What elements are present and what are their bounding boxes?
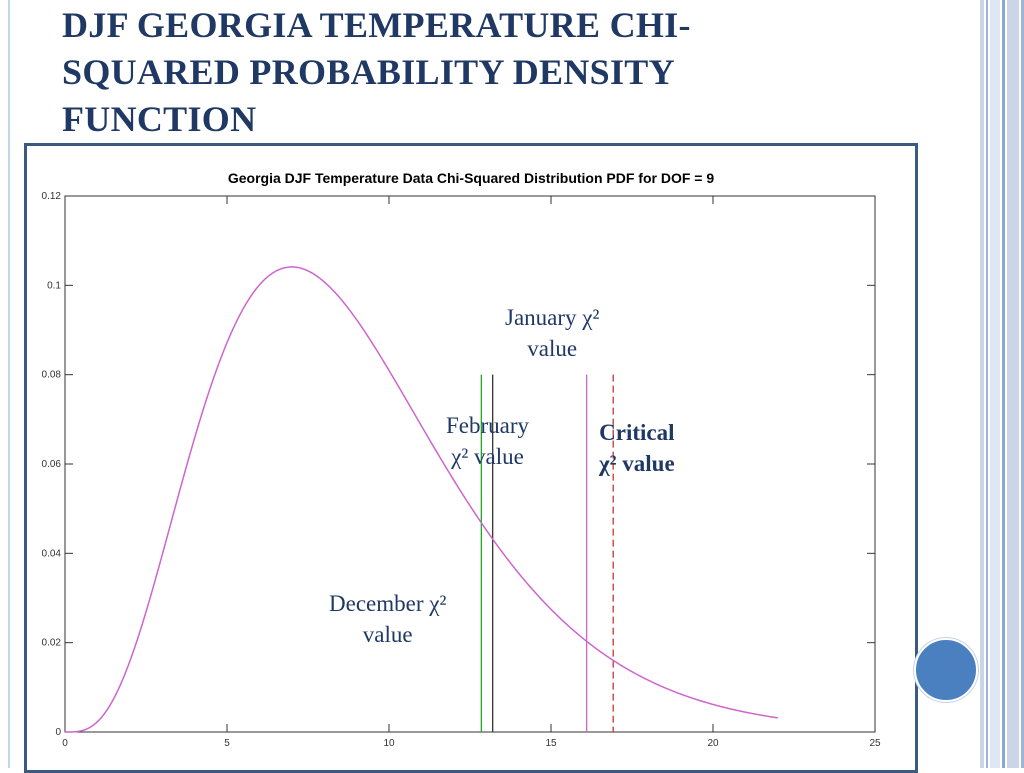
chart-curve-layer [65,266,778,733]
critical-annotation-line1: Critical [599,420,675,445]
february-annotation: February χ² value [446,410,529,472]
y-tick-label: 0 [55,727,61,738]
y-tick-label: 0.06 [42,459,62,470]
january-annotation: January χ² value [505,302,599,364]
critical-annotation: Critical χ² value [599,417,675,479]
x-tick-label: 15 [545,738,557,749]
right-decorative-stripes [980,0,1024,768]
chart-figure: Georgia DJF Temperature Data Chi-Squared… [24,143,918,773]
chart-vertical-lines [480,374,614,732]
february-annotation-line1: February [446,413,530,438]
february-annotation-line2: χ² value [451,444,524,469]
y-tick-label: 0.02 [42,638,62,649]
slide-title: DJF GEORGIA TEMPERATURE CHI-SQUARED PROB… [62,5,691,139]
december-annotation-line1: December χ² [329,591,447,616]
chi-squared-pdf-chart: Georgia DJF Temperature Data Chi-Squared… [42,170,881,749]
december-annotation-line2: value [362,622,413,647]
chi-squared-pdf-curve [65,266,778,733]
y-tick-label: 0.04 [42,548,62,559]
x-tick-label: 25 [869,738,881,749]
x-tick-label: 20 [707,738,719,749]
y-tick-label: 0.1 [47,280,61,291]
left-decorative-rule [8,0,10,768]
decorative-circle [914,638,978,702]
x-tick-label: 5 [224,738,230,749]
y-tick-label: 0.12 [42,191,62,202]
december-annotation: December χ² value [329,588,446,650]
january-annotation-line2: value [527,336,578,361]
x-tick-label: 10 [383,738,395,749]
january-annotation-line1: January χ² [505,305,600,330]
chart-axes: 0 5 10 15 20 25 0 0.02 0.04 0.06 0.08 0.1 0.12 [42,191,881,749]
critical-annotation-line2: χ² value [599,451,675,476]
y-tick-label: 0.08 [42,370,62,381]
chart-title: Georgia DJF Temperature Data Chi-Squared… [228,170,715,186]
x-tick-label: 0 [62,738,68,749]
